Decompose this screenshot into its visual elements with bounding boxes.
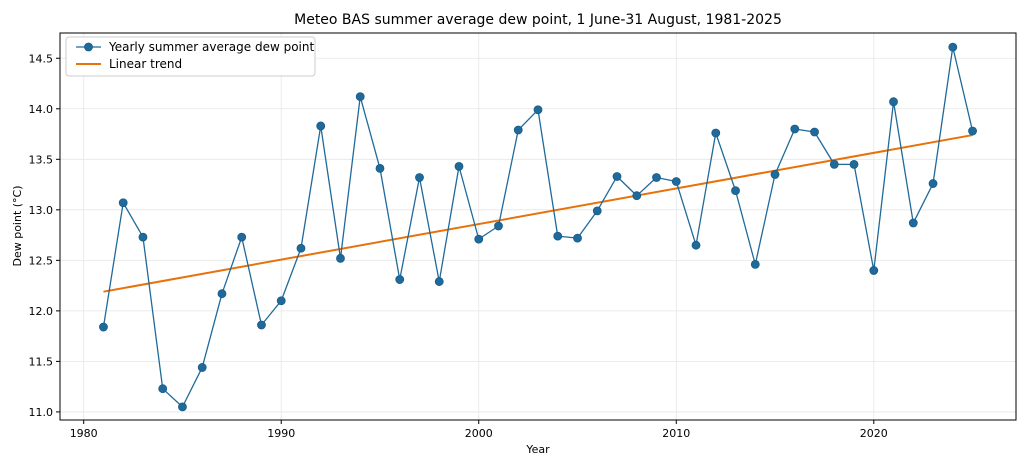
data-point xyxy=(197,363,207,372)
data-point xyxy=(573,233,582,243)
data-point xyxy=(375,163,385,173)
linear-trend-line xyxy=(103,134,973,293)
data-point xyxy=(513,125,523,135)
data-point xyxy=(750,259,760,269)
data-point xyxy=(810,127,819,137)
data-point xyxy=(533,105,543,115)
data-point xyxy=(237,232,247,242)
legend-label-dewpoint: Yearly summer average dew point xyxy=(108,40,314,54)
legend-box xyxy=(65,36,316,77)
data-point xyxy=(612,172,622,181)
y-tick-label: 12.5 xyxy=(29,254,54,267)
data-point xyxy=(928,179,938,188)
data-point xyxy=(257,320,266,330)
x-axis: 1980 1990 2000 2010 2020 xyxy=(70,420,888,440)
y-tick-label: 11.0 xyxy=(29,406,54,419)
legend-marker-dewpoint xyxy=(84,42,93,52)
data-point xyxy=(178,402,187,412)
data-point xyxy=(474,234,484,244)
y-tick-label: 13.0 xyxy=(29,204,54,217)
x-tick-label: 2020 xyxy=(860,427,888,440)
y-tick-label: 14.5 xyxy=(29,52,54,65)
data-point xyxy=(652,173,661,182)
chart-title: Meteo BAS summer average dew point, 1 Ju… xyxy=(294,12,782,28)
data-point xyxy=(355,92,365,102)
data-point xyxy=(494,221,503,231)
data-point xyxy=(948,42,958,52)
legend: Yearly summer average dew point Linear t… xyxy=(65,36,316,77)
grid-lines xyxy=(60,33,1016,420)
data-point xyxy=(790,124,800,134)
data-point xyxy=(711,128,721,138)
data-point xyxy=(632,191,642,201)
data-point xyxy=(908,218,918,228)
data-point xyxy=(869,266,879,275)
data-point xyxy=(731,186,740,196)
data-point xyxy=(99,322,108,332)
data-point xyxy=(395,275,405,284)
trend-line-layer xyxy=(103,134,973,293)
x-tick-label: 1990 xyxy=(267,427,295,440)
data-point xyxy=(138,232,148,242)
data-point xyxy=(316,121,326,131)
data-point xyxy=(691,240,701,250)
y-tick-label: 11.5 xyxy=(29,355,54,368)
legend-label-trend: Linear trend xyxy=(109,57,182,71)
data-point xyxy=(415,173,424,182)
data-point xyxy=(829,159,839,169)
data-point xyxy=(296,243,306,253)
y-tick-label: 13.5 xyxy=(29,153,54,166)
data-point xyxy=(849,159,859,169)
y-tick-label: 12.0 xyxy=(29,305,54,318)
data-point xyxy=(158,384,168,394)
data-point xyxy=(553,231,563,241)
x-tick-label: 2010 xyxy=(662,427,690,440)
y-tick-label: 14.0 xyxy=(29,103,54,116)
x-tick-label: 1980 xyxy=(70,427,98,440)
dewpoint-series-line xyxy=(102,46,974,408)
x-axis-label: Year xyxy=(525,443,550,456)
data-series-layer xyxy=(99,42,977,412)
data-point xyxy=(770,170,780,179)
y-axis-label: Dew point (°C) xyxy=(11,185,24,266)
data-point xyxy=(276,296,286,306)
data-point xyxy=(118,198,128,208)
data-point xyxy=(336,253,345,263)
plot-area-frame xyxy=(59,32,1017,421)
y-axis: 11.0 11.5 12.0 12.5 13.0 13.5 14.0 14.5 xyxy=(29,52,60,419)
data-point xyxy=(454,161,464,171)
x-tick-label: 2000 xyxy=(465,427,493,440)
data-point xyxy=(217,289,227,299)
data-point xyxy=(671,177,681,186)
data-point xyxy=(434,277,444,286)
data-point xyxy=(968,126,977,136)
data-point xyxy=(592,206,602,216)
data-point xyxy=(889,97,898,107)
